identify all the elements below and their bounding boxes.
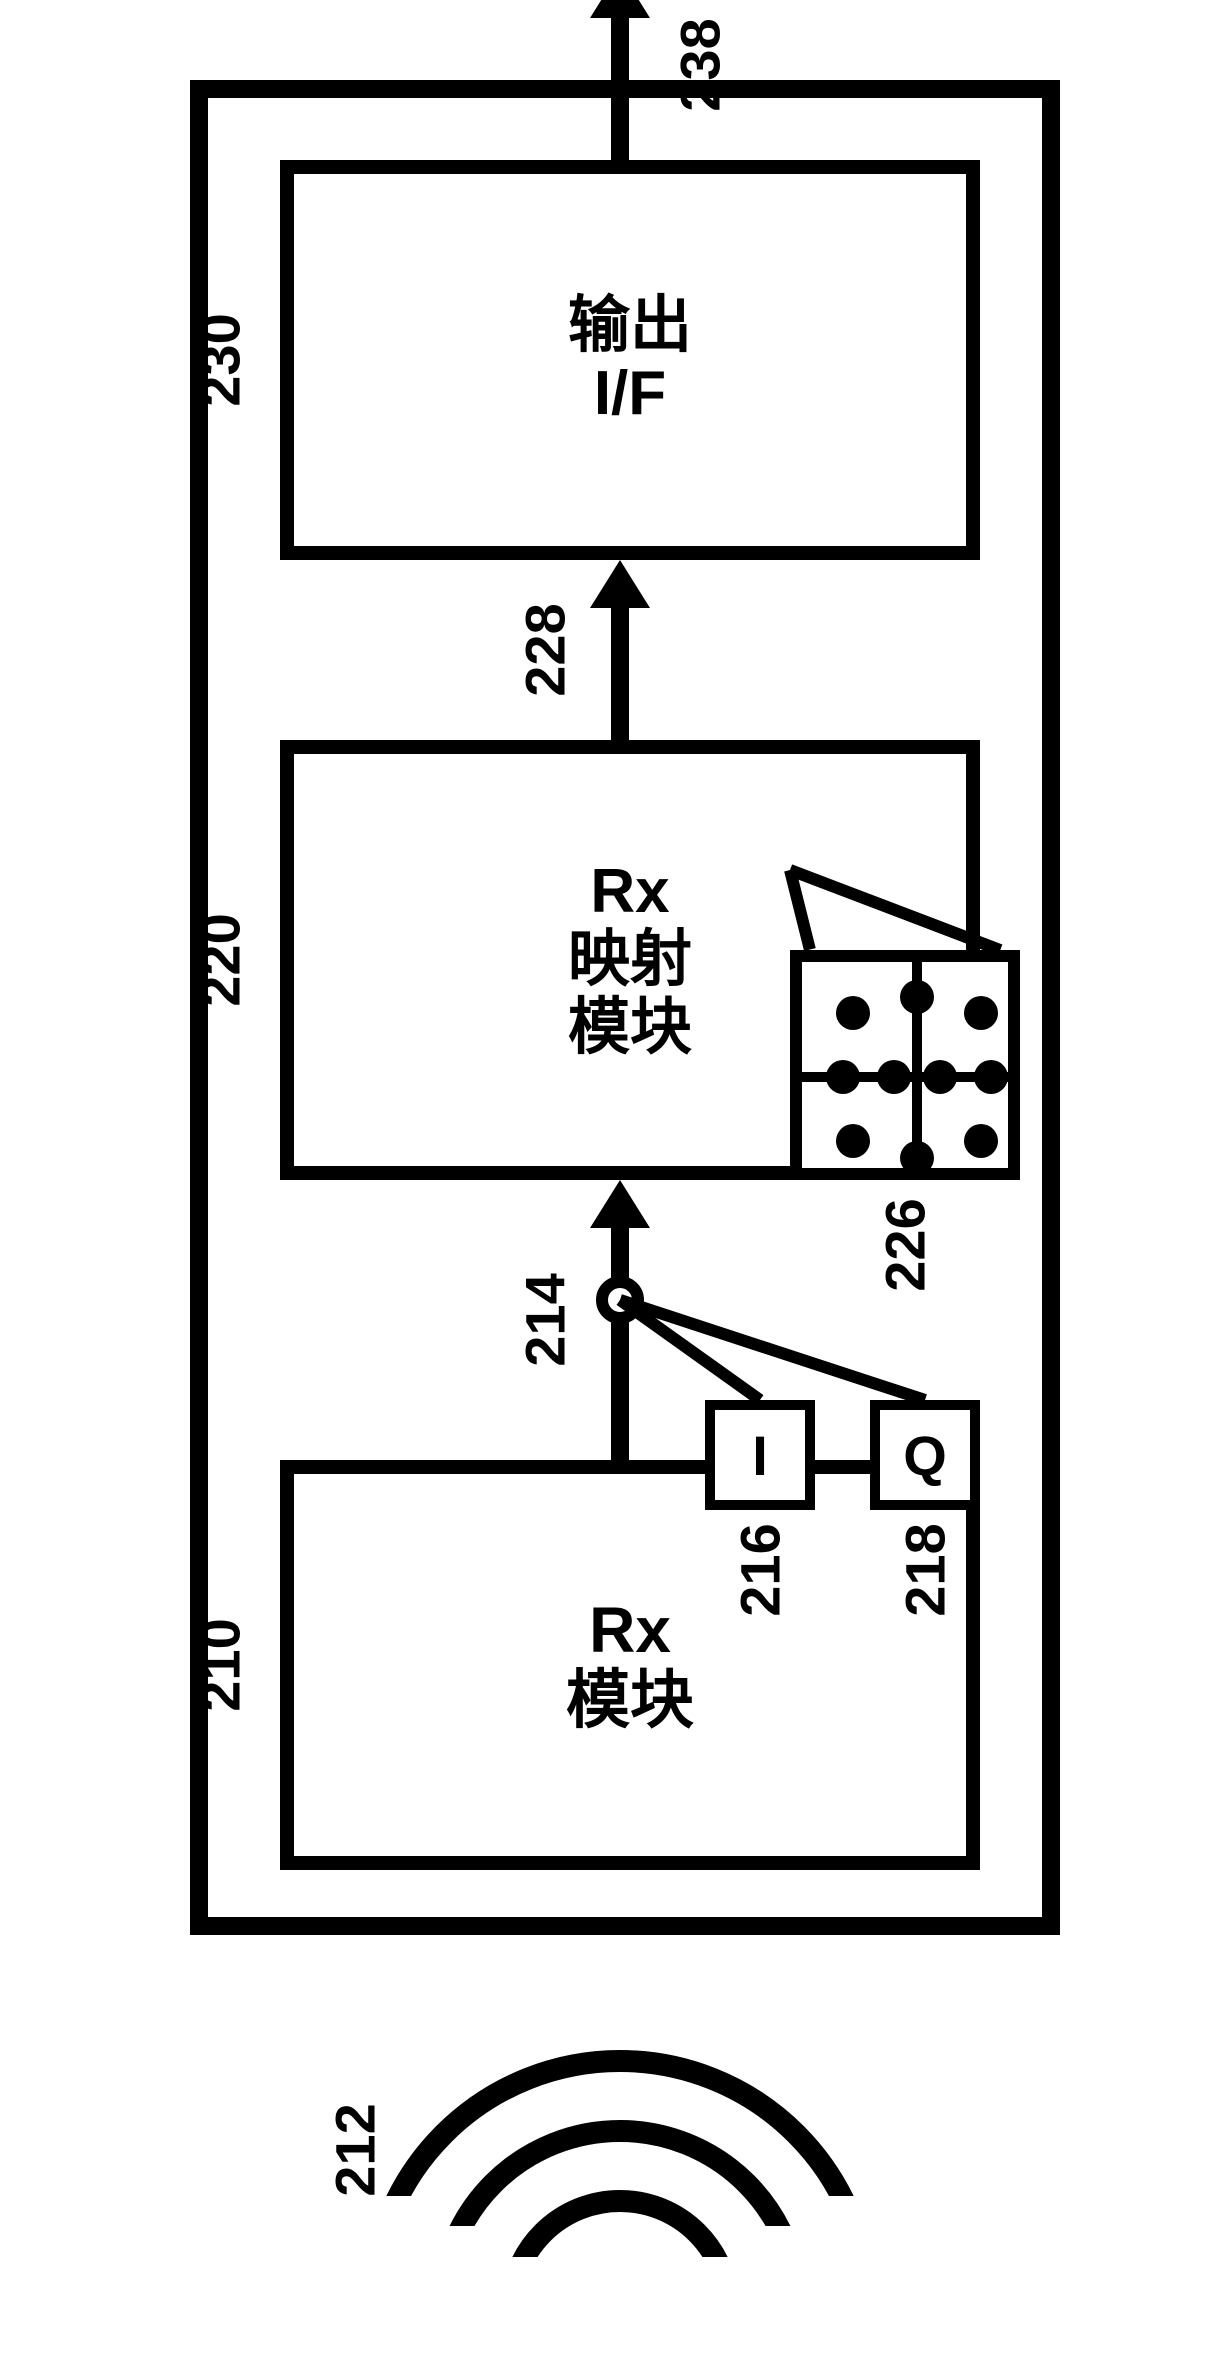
arrow-238-head <box>590 0 650 18</box>
block-map-text: 映射 <box>568 926 692 994</box>
constellation-dot <box>923 1060 957 1094</box>
ref-label-230: 230 <box>188 313 253 406</box>
signal-arc-clip <box>360 2050 880 2196</box>
constellation-dot <box>836 1124 870 1158</box>
arrow-228-head <box>590 560 650 608</box>
constellation-dot <box>964 1124 998 1158</box>
arrow-238-shaft <box>611 18 629 160</box>
signal-arc <box>360 2050 880 2196</box>
constellation-dot <box>974 1060 1008 1094</box>
block-out: 输出I/F <box>280 160 980 560</box>
ref-label-218: 218 <box>893 1523 958 1616</box>
iq-box-i: I <box>705 1400 815 1510</box>
ref-label-212: 212 <box>323 2103 388 2196</box>
ref-label-214: 214 <box>513 1273 578 1366</box>
block-rx-text: Rx <box>589 1595 671 1665</box>
block-rx-text: 模块 <box>566 1665 694 1735</box>
ref-label-220: 220 <box>188 913 253 1006</box>
constellation-dot <box>900 1141 934 1175</box>
arrow-228-shaft <box>611 608 629 740</box>
constellation-dot <box>826 1060 860 1094</box>
constellation-box <box>790 950 1020 1180</box>
constellation-dot <box>877 1060 911 1094</box>
iq-box-q: Q <box>870 1400 980 1510</box>
block-out-text: I/F <box>594 360 666 428</box>
arrow-214-shaft <box>611 1228 629 1460</box>
diagram-canvas: Rx模块Rx映射模块输出I/FIQ21022023021422823821621… <box>0 0 1213 2357</box>
ref-label-226: 226 <box>873 1198 938 1291</box>
block-rx: Rx模块 <box>280 1460 980 1870</box>
ref-label-228: 228 <box>513 603 578 696</box>
ref-label-238: 238 <box>668 18 733 111</box>
ref-label-210: 210 <box>188 1618 253 1711</box>
constellation-dot <box>836 996 870 1030</box>
constellation-dot <box>900 980 934 1014</box>
block-map-text: 模块 <box>568 994 692 1062</box>
block-map-text: Rx <box>590 858 669 926</box>
constellation-dot <box>964 996 998 1030</box>
ref-label-216: 216 <box>728 1523 793 1616</box>
block-out-text: 输出 <box>568 292 692 360</box>
arrow-214-head <box>590 1180 650 1228</box>
